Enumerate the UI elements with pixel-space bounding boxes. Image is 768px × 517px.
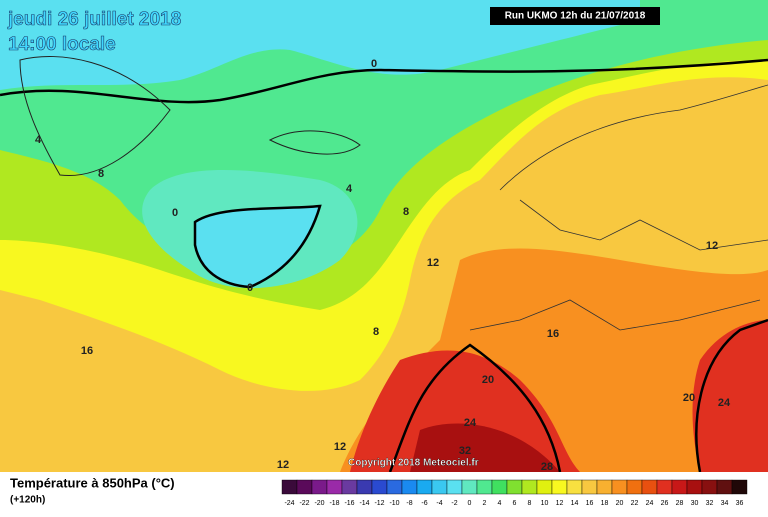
- color-swatch: [492, 480, 507, 494]
- color-swatch: [372, 480, 387, 494]
- contour-label: 20: [683, 392, 695, 404]
- color-swatch: [582, 480, 597, 494]
- color-swatch: [402, 480, 417, 494]
- colorbar-tick-label: 16: [586, 500, 594, 507]
- colorbar-tick-label: -10: [389, 500, 399, 507]
- colorbar-tick-label: -6: [421, 500, 427, 507]
- colorbar-tick-label: 14: [571, 500, 579, 507]
- contour-label: 20: [482, 374, 494, 386]
- color-swatch: [717, 480, 732, 494]
- colorbar-tick-label: -20: [314, 500, 324, 507]
- contour-label: 4: [346, 183, 353, 195]
- legend-title: Température à 850hPa (°C): [10, 475, 175, 490]
- color-swatch: [522, 480, 537, 494]
- colorbar-tick-label: 18: [601, 500, 609, 507]
- color-swatch: [417, 480, 432, 494]
- color-swatch: [507, 480, 522, 494]
- color-swatch: [387, 480, 402, 494]
- colorbar-tick-label: 4: [498, 500, 502, 507]
- colorbar-tick-label: 0: [468, 500, 472, 507]
- contour-label: 0: [172, 207, 178, 219]
- contour-label: 0: [371, 58, 377, 70]
- map-subtitle: 14:00 locale: [8, 34, 116, 55]
- contour-label: 12: [277, 459, 289, 471]
- color-swatch: [687, 480, 702, 494]
- color-swatch: [312, 480, 327, 494]
- map: [0, 0, 768, 472]
- color-swatch: [642, 480, 657, 494]
- colorbar-tick-label: -18: [329, 500, 339, 507]
- contour-label: 16: [81, 345, 93, 357]
- contour-label: 16: [547, 328, 559, 340]
- color-swatch: [477, 480, 492, 494]
- copyright: Copyright 2018 Meteociel.fr: [348, 458, 479, 469]
- color-swatch: [552, 480, 567, 494]
- contour-label: 24: [718, 397, 731, 409]
- colorbar-tick-label: 6: [513, 500, 517, 507]
- contour-label: 32: [459, 445, 471, 457]
- lead-time: (+120h): [10, 495, 45, 506]
- color-swatch: [432, 480, 447, 494]
- colorbar-tick-label: 12: [556, 500, 564, 507]
- colorbar-tick-label: -24: [284, 500, 294, 507]
- colorbar-tick-label: 28: [676, 500, 684, 507]
- colorbar-tick-label: -8: [406, 500, 412, 507]
- colorbar-tick-label: 30: [691, 500, 699, 507]
- color-swatch: [672, 480, 687, 494]
- color-swatch: [627, 480, 642, 494]
- color-swatch: [327, 480, 342, 494]
- contour-label: 8: [373, 326, 379, 338]
- color-swatch: [297, 480, 312, 494]
- run-info: Run UKMO 12h du 21/07/2018: [505, 11, 646, 22]
- color-swatch: [732, 480, 747, 494]
- contour-label: 28: [541, 461, 553, 473]
- colorbar-tick-label: 8: [528, 500, 532, 507]
- color-swatch: [537, 480, 552, 494]
- colorbar-tick-label: -2: [451, 500, 457, 507]
- colorbar-tick-label: -16: [344, 500, 354, 507]
- color-swatch: [597, 480, 612, 494]
- color-swatch: [462, 480, 477, 494]
- color-swatch: [657, 480, 672, 494]
- contour-label: 12: [334, 441, 346, 453]
- colorbar-tick-label: 26: [661, 500, 669, 507]
- color-swatch: [612, 480, 627, 494]
- color-swatch: [447, 480, 462, 494]
- color-swatch: [357, 480, 372, 494]
- colorbar-tick-label: 10: [541, 500, 549, 507]
- map-title: jeudi 26 juillet 2018: [7, 9, 181, 30]
- contour-label: 24: [464, 417, 477, 429]
- contour-label: 12: [427, 257, 439, 269]
- colorbar-tick-label: 24: [646, 500, 654, 507]
- colorbar-tick-label: 2: [483, 500, 487, 507]
- color-swatch: [702, 480, 717, 494]
- contour-label: 8: [403, 206, 409, 218]
- colorbar-tick-label: -4: [436, 500, 442, 507]
- color-swatch: [567, 480, 582, 494]
- colorbar-tick-label: -12: [374, 500, 384, 507]
- contour-label: 8: [98, 168, 104, 180]
- colorbar-tick-label: -14: [359, 500, 369, 507]
- contour-label: 0: [247, 282, 253, 294]
- contour-label: 4: [35, 134, 42, 146]
- contour-label: 12: [706, 240, 718, 252]
- color-swatch: [282, 480, 297, 494]
- color-swatch: [342, 480, 357, 494]
- colorbar-tick-label: 34: [721, 500, 729, 507]
- colorbar-tick-label: 36: [736, 500, 744, 507]
- colorbar-tick-label: 22: [631, 500, 639, 507]
- colorbar-tick-label: 32: [706, 500, 714, 507]
- colorbar-tick-label: 20: [616, 500, 624, 507]
- colorbar-tick-label: -22: [299, 500, 309, 507]
